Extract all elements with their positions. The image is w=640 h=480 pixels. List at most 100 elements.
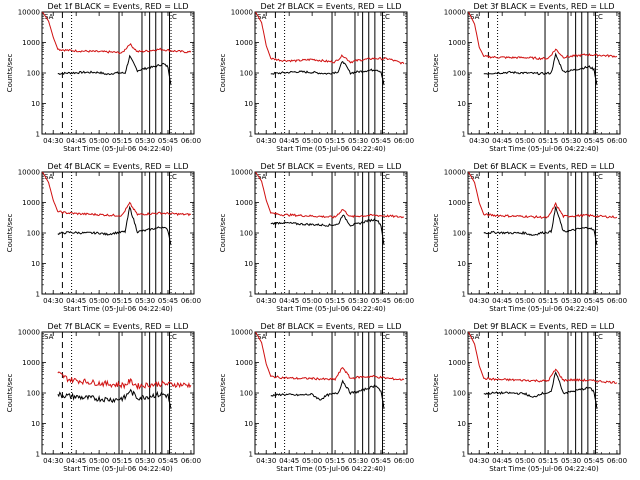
y-tick-label: 1000 — [448, 39, 466, 47]
y-tick-label: 10000 — [444, 329, 466, 337]
y-tick-label: 1 — [36, 131, 40, 139]
y-axis-label: Counts/sec — [6, 214, 14, 253]
x-tick-label: 05:30 — [135, 297, 155, 305]
y-axis-label: Counts/sec — [6, 54, 14, 93]
y-tick-label: 1 — [462, 451, 466, 459]
x-axis-label: Start Time (05-Jul-06 04:22:40) — [63, 145, 173, 153]
y-tick-label: 10000 — [18, 9, 40, 17]
x-tick-label: 05:00 — [89, 137, 109, 145]
x-tick-label: 04:45 — [492, 297, 512, 305]
x-tick-label: 06:00 — [181, 297, 201, 305]
marker-label-c: C — [385, 13, 390, 21]
x-tick-label: 05:45 — [584, 297, 604, 305]
y-tick-label: 1 — [249, 451, 253, 459]
series-line-events — [483, 371, 598, 409]
chart-title: Det 8f BLACK = Events, RED = LLD — [260, 322, 401, 331]
y-tick-label: 1000 — [22, 199, 40, 207]
series-line-lld — [255, 331, 405, 382]
series-line-events — [57, 205, 172, 246]
marker-label-c: C — [172, 173, 177, 181]
x-tick-label: 06:00 — [181, 137, 201, 145]
marker-label-sa: SA — [470, 13, 480, 21]
y-axis-label: Counts/sec — [219, 374, 227, 413]
x-tick-label: 05:45 — [158, 297, 178, 305]
x-tick-label: 05:45 — [158, 137, 178, 145]
y-tick-label: 10 — [31, 260, 40, 268]
x-tick-label: 04:30 — [43, 457, 63, 465]
y-tick-label: 10 — [457, 260, 466, 268]
x-tick-label: 05:45 — [584, 137, 604, 145]
x-tick-label: 04:45 — [492, 137, 512, 145]
x-tick-label: 05:00 — [515, 457, 535, 465]
x-tick-label: 04:45 — [66, 297, 86, 305]
x-tick-label: 04:45 — [279, 137, 299, 145]
y-tick-label: 1 — [462, 291, 466, 299]
x-axis-label: Start Time (05-Jul-06 04:22:40) — [63, 465, 173, 473]
y-tick-label: 1 — [462, 131, 466, 139]
y-tick-label: 1000 — [22, 359, 40, 367]
x-tick-label: 05:00 — [515, 297, 535, 305]
x-tick-label: 05:00 — [515, 137, 535, 145]
x-axis-label: Start Time (05-Jul-06 04:22:40) — [489, 305, 599, 313]
x-tick-label: 05:45 — [371, 297, 391, 305]
x-tick-label: 04:30 — [469, 297, 489, 305]
x-tick-label: 05:15 — [325, 457, 345, 465]
chart-title: Det 7f BLACK = Events, RED = LLD — [47, 322, 188, 331]
x-tick-label: 05:15 — [112, 137, 132, 145]
chart-panel-1: Det 1f BLACK = Events, RED = LLD 1 10 100 10… — [6, 2, 201, 153]
y-tick-label: 100 — [240, 70, 253, 78]
y-tick-label: 10 — [457, 420, 466, 428]
y-tick-label: 10000 — [18, 169, 40, 177]
x-tick-label: 04:30 — [256, 137, 276, 145]
x-tick-label: 06:00 — [607, 457, 627, 465]
y-tick-label: 1 — [36, 451, 40, 459]
chart-title: Det 6f BLACK = Events, RED = LLD — [473, 162, 614, 171]
x-tick-label: 06:00 — [607, 137, 627, 145]
series-line-lld — [468, 171, 618, 219]
x-tick-label: 05:15 — [538, 297, 558, 305]
y-tick-label: 10 — [31, 100, 40, 108]
x-tick-label: 05:30 — [348, 297, 368, 305]
x-axis-label: Start Time (05-Jul-06 04:22:40) — [489, 145, 599, 153]
y-tick-label: 1000 — [235, 359, 253, 367]
chart-panel-4: Det 4f BLACK = Events, RED = LLD 1 10 100 10… — [6, 162, 201, 313]
x-tick-label: 04:30 — [43, 297, 63, 305]
marker-label-sa: SA — [470, 333, 480, 341]
series-line-lld — [255, 171, 404, 219]
y-tick-label: 100 — [453, 390, 466, 398]
series-line-lld — [255, 11, 405, 65]
series-line-events — [483, 52, 598, 86]
x-tick-label: 06:00 — [607, 297, 627, 305]
series-line-lld — [42, 11, 192, 55]
series-line-events — [57, 388, 172, 410]
x-tick-label: 04:45 — [279, 457, 299, 465]
y-tick-label: 1000 — [22, 39, 40, 47]
x-tick-label: 05:30 — [135, 457, 155, 465]
x-tick-label: 04:30 — [469, 457, 489, 465]
y-tick-label: 10 — [244, 260, 253, 268]
chart-title: Det 3f BLACK = Events, RED = LLD — [473, 2, 614, 11]
x-tick-label: 05:45 — [371, 457, 391, 465]
y-tick-label: 100 — [240, 390, 253, 398]
x-tick-label: 05:00 — [302, 137, 322, 145]
x-tick-label: 05:15 — [538, 457, 558, 465]
x-tick-label: 04:45 — [492, 457, 512, 465]
chart-panel-8: Det 8f BLACK = Events, RED = LLD 1 10 100 10… — [219, 322, 414, 473]
y-tick-label: 100 — [27, 390, 40, 398]
marker-label-sa: SA — [257, 13, 267, 21]
y-tick-label: 100 — [453, 230, 466, 238]
x-tick-label: 04:45 — [66, 137, 86, 145]
x-tick-label: 06:00 — [181, 457, 201, 465]
y-tick-label: 1000 — [235, 199, 253, 207]
y-tick-label: 10000 — [231, 329, 253, 337]
y-tick-label: 10 — [244, 100, 253, 108]
x-tick-label: 04:30 — [256, 457, 276, 465]
y-tick-label: 100 — [453, 70, 466, 78]
x-tick-label: 05:30 — [561, 297, 581, 305]
y-axis-label: Counts/sec — [432, 374, 440, 413]
y-tick-label: 1 — [36, 291, 40, 299]
chart-panel-6: Det 6f BLACK = Events, RED = LLD 1 10 100 10… — [432, 162, 627, 313]
x-tick-label: 05:30 — [561, 137, 581, 145]
x-axis-label: Start Time (05-Jul-06 04:22:40) — [489, 465, 599, 473]
y-tick-label: 100 — [240, 230, 253, 238]
